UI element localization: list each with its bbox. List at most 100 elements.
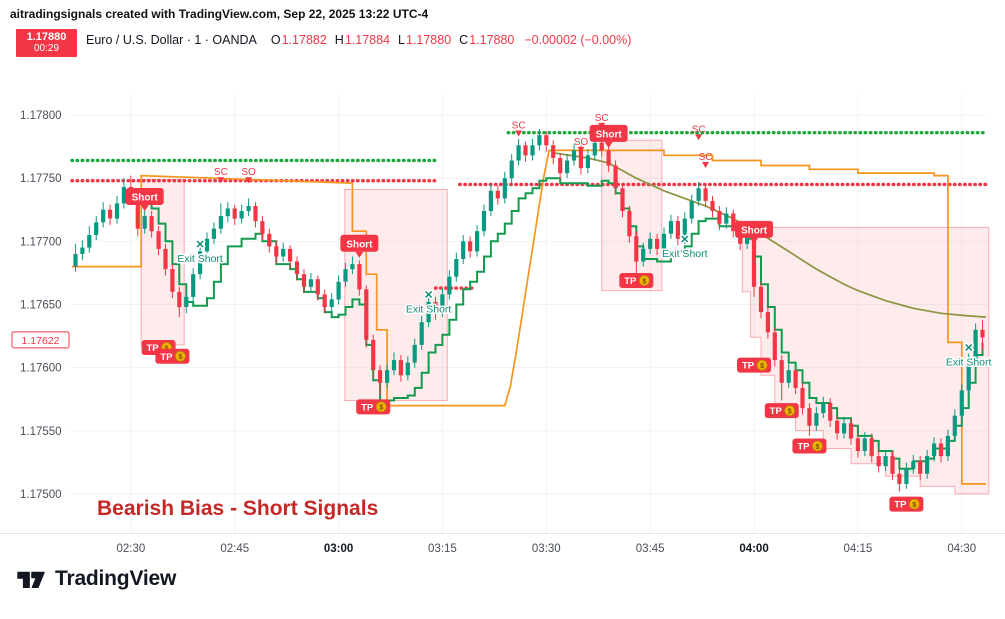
tradingview-logo-icon [17,571,45,589]
signal-change-marker[interactable]: SO [574,137,589,153]
money-icon: $ [756,359,768,371]
svg-text:Short: Short [596,129,623,140]
svg-text:03:30: 03:30 [532,543,561,555]
svg-text:✕: ✕ [680,234,689,246]
svg-text:Exit Short: Exit Short [662,248,708,260]
bar-countdown: 00:29 [33,43,60,54]
svg-text:1.17622: 1.17622 [22,335,60,347]
money-icon: $ [908,498,920,510]
money-icon: $ [638,275,650,286]
svg-text:02:30: 02:30 [116,543,145,555]
svg-text:✕: ✕ [424,289,433,301]
take-profit-label[interactable]: TP $ [764,403,799,419]
signal-change-marker[interactable]: SO [241,167,256,184]
exit-short-label[interactable]: ✕ Exit Short [661,232,710,261]
svg-text:SC: SC [692,124,706,135]
svg-text:04:30: 04:30 [947,543,976,555]
take-profit-label[interactable]: TP $ [737,357,772,373]
symbol-info-bar[interactable]: Euro / U.S. Dollar · 1 · OANDA O 1.17882… [86,33,631,47]
take-profit-label[interactable]: TP $ [792,438,827,454]
svg-text:1.17800: 1.17800 [20,110,62,122]
svg-text:TP: TP [894,500,907,511]
short-trade-zones [140,139,990,495]
ohlc-open-key: O [270,33,281,47]
money-icon: $ [812,440,823,452]
svg-text:SC: SC [595,113,609,124]
symbol-title[interactable]: Euro / U.S. Dollar · 1 · OANDA [86,33,257,47]
tradingview-logo[interactable]: TradingView [16,566,176,592]
signal-change-marker[interactable]: SC [512,120,526,137]
ohlc-high-value: 1.17884 [344,33,391,47]
signal-change-marker[interactable]: SC [595,113,609,129]
current-price-value: 1.17880 [26,31,67,43]
signal-markers: Short Short Short Short TP $ TP $ TP $ TP $ TP $ TP $ TP… [125,113,993,512]
svg-text:TP: TP [742,361,755,372]
short-entry-label[interactable]: Short [340,234,379,258]
current-price-badge: 1.17880 00:29 [16,29,77,57]
short-entry-label[interactable]: Short [125,188,164,212]
money-icon: $ [784,405,796,417]
svg-text:1.17600: 1.17600 [20,363,62,375]
signal-level-lines [70,130,988,290]
svg-text:03:45: 03:45 [636,543,665,555]
svg-text:03:15: 03:15 [428,543,457,555]
svg-text:$: $ [912,500,917,509]
svg-text:Exit Short: Exit Short [946,356,992,368]
svg-text:TP: TP [770,406,783,417]
svg-text:$: $ [760,361,765,370]
svg-text:$: $ [379,403,384,412]
exit-short-label[interactable]: ✕ Exit Short [176,237,225,266]
short-entry-label[interactable]: Short [589,124,628,148]
svg-text:✕: ✕ [964,342,973,354]
signal-change-marker[interactable]: SC [699,152,713,169]
svg-text:$: $ [642,276,647,285]
svg-text:$: $ [788,406,793,415]
money-icon: $ [175,350,186,362]
svg-text:SO: SO [241,167,256,178]
short-trade-zone [601,139,663,292]
svg-text:$: $ [178,352,183,361]
short-entry-label[interactable]: Short [735,220,774,244]
exit-short-label[interactable]: ✕ Exit Short [944,341,993,370]
svg-text:Short: Short [741,225,768,236]
ohlc-close-key: C [459,33,469,47]
signal-change-marker[interactable]: SC [214,167,228,184]
svg-text:1.17550: 1.17550 [20,426,62,438]
svg-text:04:00: 04:00 [739,543,768,555]
svg-text:1.17750: 1.17750 [20,173,62,185]
svg-text:Exit Short: Exit Short [177,253,223,265]
svg-text:1.17650: 1.17650 [20,299,62,311]
svg-text:✕: ✕ [195,239,204,251]
svg-text:TP: TP [160,352,173,363]
svg-text:SC: SC [699,152,713,163]
take-profit-label[interactable]: TP $ [356,399,391,415]
take-profit-label[interactable]: TP $ [155,348,190,364]
tradingview-logo-text: TradingView [55,567,177,590]
ohlc-open-value: 1.17882 [281,33,327,47]
baseline-line [553,152,987,318]
svg-text:02:45: 02:45 [220,543,249,555]
take-profit-label[interactable]: TP $ [619,272,654,288]
svg-text:SC: SC [512,120,526,131]
time-axis[interactable]: 02:30 02:45 03:00 03:15 03:30 03:45 04:00 04:15… [116,543,976,555]
chart-annotation: Bearish Bias - Short Signals [97,497,378,520]
supertrend-line [72,149,986,485]
ohlc-low-value: 1.17880 [405,33,452,47]
price-axis[interactable]: 1.17800 1.17750 1.17700 1.17650 1.17600 1.175… [20,110,62,501]
ohlc-low-key: L [398,33,405,47]
ohlc-high-key: H [334,33,344,47]
svg-text:$: $ [815,442,820,451]
svg-text:TP: TP [146,343,159,354]
svg-text:1.17500: 1.17500 [20,489,62,501]
svg-text:Exit Short: Exit Short [406,303,452,315]
signal-change-marker[interactable]: SC [692,124,706,141]
svg-text:03:00: 03:00 [324,543,353,555]
svg-text:TP: TP [361,402,374,413]
svg-text:TP: TP [797,441,810,452]
price-change: −0.00002 (−0.00%) [524,33,632,47]
exit-short-label[interactable]: ✕ Exit Short [404,288,453,317]
price-alert-label[interactable]: 1.17622 [11,331,70,349]
take-profit-label[interactable]: TP $ [889,496,924,512]
